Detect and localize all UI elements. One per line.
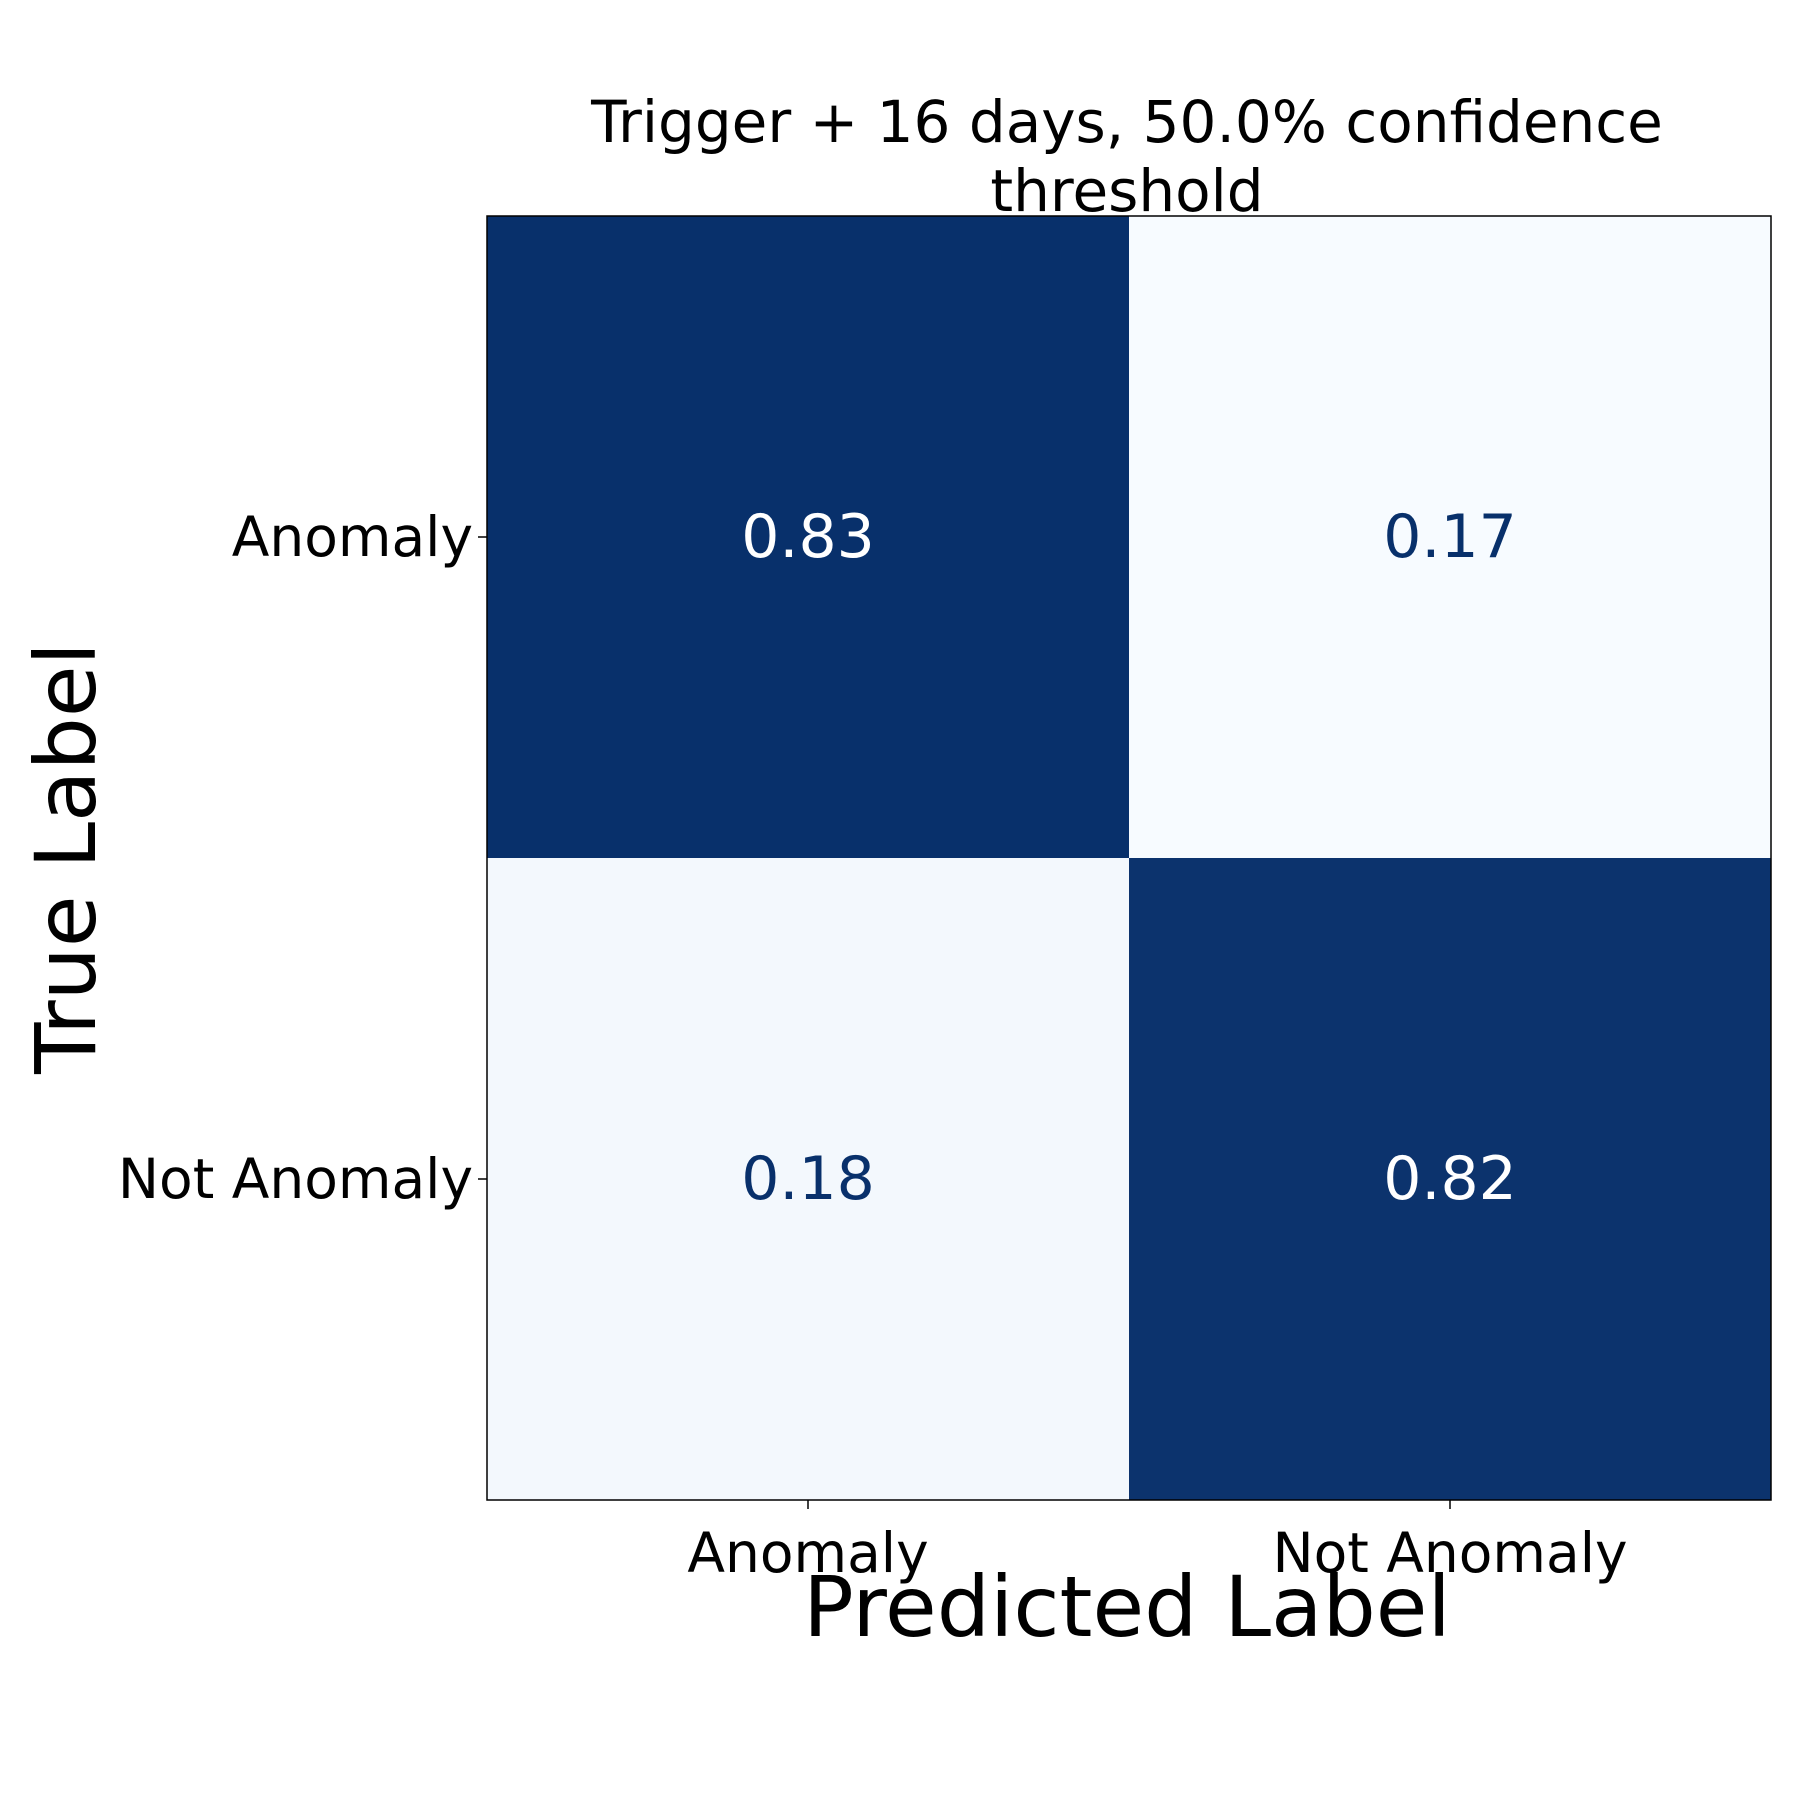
heatmap-cell-r0-c1	[1129, 216, 1771, 858]
y-tick-label: Not Anomaly	[118, 1147, 473, 1211]
x-tick-label: Not Anomaly	[1272, 1521, 1627, 1585]
y-axis-ticks: Anomaly Not Anomaly	[118, 505, 487, 1211]
x-axis-ticks: Anomaly Not Anomaly	[687, 1500, 1628, 1585]
y-axis-label: True Label	[17, 642, 115, 1075]
cell-value-label-r1-c0: 0.18	[741, 1144, 875, 1214]
cell-value-label-r0-c0: 0.83	[741, 502, 875, 572]
x-axis-label: Predicted Label	[803, 1558, 1451, 1656]
heatmap-cell-labels: 0.83 0.17 0.18 0.82	[741, 502, 1517, 1214]
plot-frame	[486, 215, 1772, 1501]
heatmap-cell-r1-c0	[487, 858, 1129, 1500]
cell-value-label-r0-c1: 0.17	[1383, 502, 1517, 572]
chart-title-line-1: Trigger + 16 days, 50.0% confidence	[590, 88, 1663, 156]
x-tick-label: Anomaly	[687, 1521, 928, 1585]
heatmap-cell-r0-c0	[487, 216, 1129, 858]
y-tick-label: Anomaly	[232, 505, 473, 569]
cell-value-label-r1-c1: 0.82	[1383, 1144, 1517, 1214]
heatmap-cell-r1-c1	[1129, 858, 1771, 1500]
chart-title-line-2: threshold	[990, 157, 1263, 225]
heatmap-cells	[487, 216, 1771, 1500]
